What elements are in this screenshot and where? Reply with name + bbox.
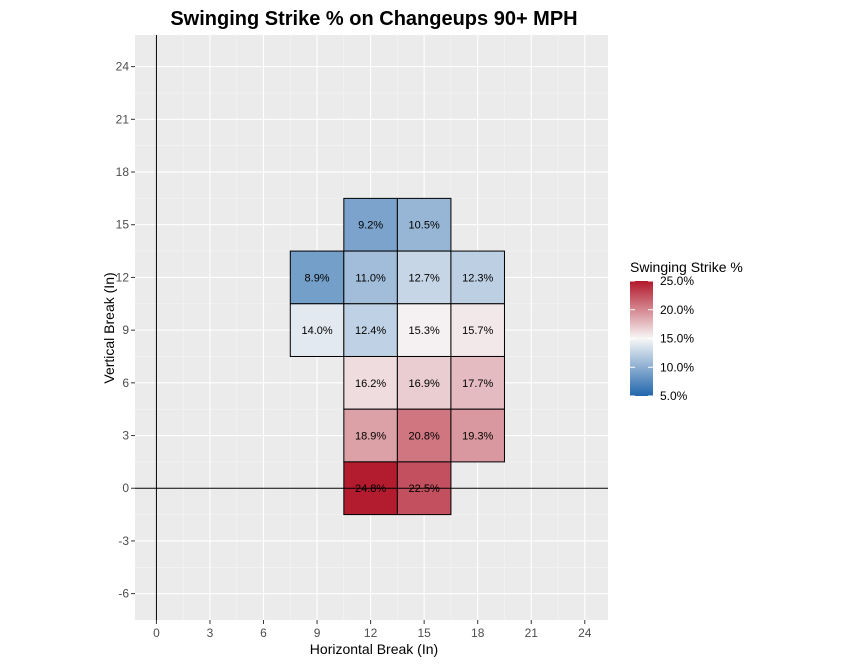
- cell-label: 20.8%: [409, 431, 440, 443]
- x-tick-label: 0: [153, 626, 160, 640]
- heatmap-cell: [396, 250, 452, 305]
- reference-lines: [135, 35, 608, 620]
- y-axis-title: Vertical Break (In): [101, 272, 117, 383]
- y-tick-label: 24: [116, 60, 130, 74]
- heatmap-cell: [343, 250, 398, 305]
- cell-label: 18.9%: [355, 431, 386, 443]
- heatmap-cell: [450, 250, 505, 305]
- y-tick-label: 6: [122, 376, 129, 390]
- x-tick-label: 12: [364, 626, 378, 640]
- heatmap-cell: [343, 303, 398, 357]
- cell-label: 12.4%: [355, 325, 386, 337]
- cell-label: 16.9%: [409, 378, 440, 390]
- cell-label: 19.3%: [462, 431, 493, 443]
- cell-label: 8.9%: [305, 272, 330, 284]
- heatmap-cell: [289, 250, 345, 305]
- x-tick-label: 18: [471, 626, 485, 640]
- cell-label: 10.5%: [409, 220, 440, 232]
- legend-tick-label: 20.0%: [660, 303, 694, 317]
- heatmap-cell: [396, 355, 452, 410]
- cell-label: 22.5%: [409, 483, 440, 495]
- legend-title: Swinging Strike %: [630, 259, 743, 275]
- x-axis-title: Horizontal Break (In): [310, 641, 438, 657]
- y-tick-label: 12: [116, 270, 130, 284]
- y-tick-label: 15: [116, 218, 130, 232]
- x-tick-label: 9: [314, 626, 321, 640]
- x-tick-label: 6: [260, 626, 267, 640]
- legend: Swinging Strike % 5.0% 10.0% 15.0% 20.0% 25.…: [630, 259, 743, 403]
- heatmap-cell: [289, 303, 345, 357]
- legend-tick-label: 5.0%: [660, 389, 688, 403]
- cell-label: 11.0%: [355, 272, 386, 284]
- cell-label: 9.2%: [358, 220, 383, 232]
- legend-colorbar: [630, 281, 653, 396]
- chart-title: Swinging Strike % on Changeups 90+ MPH: [170, 8, 577, 30]
- x-tick-label: 3: [207, 626, 214, 640]
- legend-tick-label: 10.0%: [660, 360, 694, 374]
- legend-ticks: 5.0% 10.0% 15.0% 20.0% 25.0%: [630, 274, 694, 403]
- x-tick-label: 21: [525, 626, 539, 640]
- cell-label: 16.2%: [355, 378, 386, 390]
- cell-label: 12.7%: [409, 272, 440, 284]
- y-tick-label: 21: [116, 112, 130, 126]
- cell-label: 17.7%: [462, 378, 493, 390]
- x-tick-label: 24: [578, 626, 592, 640]
- legend-tick-label: 25.0%: [660, 274, 694, 288]
- heatmap-cell: [450, 303, 505, 357]
- y-axis-ticks: -6 -3 0 3 6 9 12 15 18 21 24: [116, 60, 135, 601]
- y-tick-label: 0: [122, 481, 129, 495]
- cell-label: 24.8%: [355, 483, 386, 495]
- heatmap-cell: [450, 355, 505, 410]
- heatmap-cell: [396, 303, 452, 357]
- y-tick-label: -6: [118, 587, 129, 601]
- y-tick-label: 18: [116, 165, 130, 179]
- legend-tick-label: 15.0%: [660, 332, 694, 346]
- cell-label: 15.3%: [409, 325, 440, 337]
- cell-label: 15.7%: [462, 325, 493, 337]
- x-axis-ticks: 0 3 6 9 12 15 18 21 24: [153, 620, 592, 640]
- y-tick-label: 3: [122, 429, 129, 443]
- y-tick-label: 9: [122, 323, 129, 337]
- x-tick-label: 15: [417, 626, 431, 640]
- y-tick-label: -3: [118, 534, 129, 548]
- cell-label: 12.3%: [462, 272, 493, 284]
- cell-label: 14.0%: [301, 325, 332, 337]
- heatmap-cell: [396, 197, 452, 252]
- heatmap-cell: [450, 408, 505, 463]
